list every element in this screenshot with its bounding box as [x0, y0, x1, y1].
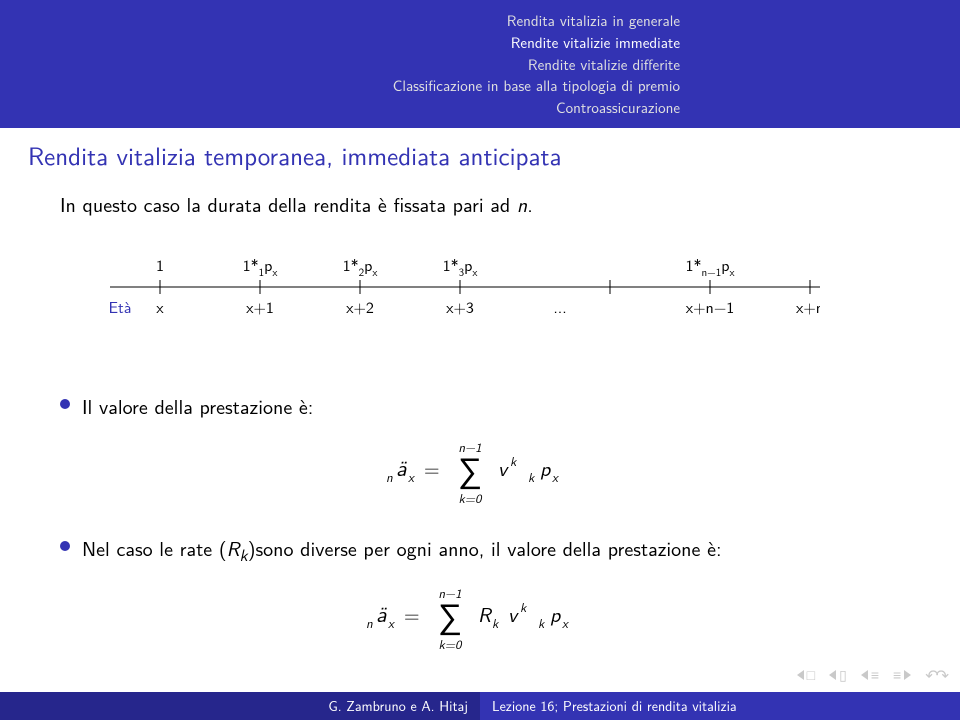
bullet-icon: [60, 541, 70, 551]
svg-text:x: x: [408, 468, 415, 487]
header-line-1[interactable]: Rendite vitalizie immediate: [393, 32, 680, 54]
triangle-left-icon: [861, 670, 868, 680]
svg-text:x: x: [388, 614, 395, 633]
triangle-left-icon: [797, 670, 804, 680]
header-line-3[interactable]: Classificazione in base alla tipologia d…: [393, 75, 680, 97]
circular-arrows-icon: ↶↷: [925, 663, 946, 686]
svg-text:1: 1: [156, 253, 164, 276]
nav-bars-icon: ≡: [871, 665, 879, 685]
nav-bars-icon: ≡: [893, 665, 901, 685]
header-nav: Rendita vitalizia in generale Rendite vi…: [393, 10, 680, 119]
svg-text:n: n: [366, 614, 373, 633]
formula-2-svg: näx = ∑n−1k=0Rkvkkpx: [350, 577, 610, 655]
intro-paragraph: In questo caso la durata della rendita è…: [60, 190, 900, 219]
svg-text:ä: ä: [376, 597, 387, 629]
bullet-2-rk: R: [227, 534, 240, 563]
header-line-2[interactable]: Rendite vitalizie differite: [393, 54, 680, 76]
bullet-2-rest: sono diverse per ogni anno, il valore de…: [255, 534, 721, 563]
svg-text:k=0: k=0: [439, 635, 463, 654]
svg-text:Età: Età: [108, 295, 131, 318]
nav-prev-frame[interactable]: ▯: [829, 665, 847, 685]
slide: Rendita vitalizia in generale Rendite vi…: [0, 0, 960, 720]
svg-text:k: k: [520, 598, 528, 617]
svg-text:k=0: k=0: [459, 489, 483, 508]
svg-text:k: k: [492, 614, 500, 633]
bullet-2: Nel caso le rate (Rk)sono diverse per og…: [60, 534, 900, 567]
svg-text:=: =: [424, 454, 440, 483]
svg-text:x+n−1: x+n−1: [686, 295, 735, 318]
nav-back-forward[interactable]: ↶↷: [925, 663, 946, 686]
svg-text:k: k: [538, 614, 546, 633]
svg-text:x: x: [156, 295, 164, 318]
svg-text:x+1: x+1: [246, 295, 274, 318]
svg-text:k: k: [528, 468, 536, 487]
beamer-navbar: □ ▯ ≡ ≡ ↶↷: [797, 663, 946, 686]
bullet-icon: [60, 399, 70, 409]
nav-frame-icon: ▯: [839, 665, 847, 685]
nav-box-icon: □: [807, 665, 815, 685]
svg-text:p: p: [540, 454, 552, 483]
svg-text:ä: ä: [396, 451, 407, 483]
svg-text:k: k: [510, 452, 518, 471]
nav-prev-slide[interactable]: □: [797, 665, 815, 685]
svg-text:...: ...: [553, 295, 566, 318]
svg-text:x+3: x+3: [446, 295, 474, 318]
svg-text:v: v: [498, 454, 509, 483]
timeline: Età 1 1*1px 1*2px 1*3px 1*n−1px x x+1 x+2 x+3... x…: [100, 241, 900, 356]
header-line-4[interactable]: Controassicurazione: [393, 97, 680, 119]
svg-text:x: x: [562, 614, 569, 633]
footer-author: G. Zambruno e A. Hitaj: [0, 692, 480, 720]
nav-next-subsection[interactable]: ≡: [893, 665, 911, 685]
triangle-right-icon: [904, 670, 911, 680]
svg-text:=: =: [404, 600, 420, 629]
nav-prev-subsection[interactable]: ≡: [861, 665, 879, 685]
triangle-left-icon: [829, 670, 836, 680]
slide-body: In questo caso la durata della rendita è…: [60, 190, 900, 680]
svg-text:n−1: n−1: [458, 438, 481, 457]
formula-2: näx = ∑n−1k=0Rkvkkpx: [60, 577, 900, 660]
footer: G. Zambruno e A. Hitaj Lezione 16; Prest…: [0, 692, 960, 720]
header-line-0[interactable]: Rendita vitalizia in generale: [393, 10, 680, 32]
svg-text:x+n: x+n: [796, 295, 820, 318]
bullet-2-rk-sub: k: [240, 543, 248, 567]
intro-suffix: .: [527, 190, 533, 219]
formula-1: näx = ∑n−1k=0vkkpx: [60, 431, 900, 514]
svg-text:1*2px: 1*2px: [343, 253, 379, 280]
svg-text:1*3px: 1*3px: [443, 253, 479, 280]
bullet-2-text: Nel caso le rate (Rk)sono diverse per og…: [82, 534, 722, 567]
svg-text:n: n: [386, 468, 393, 487]
svg-text:x+2: x+2: [346, 295, 374, 318]
bullet-1-text: Il valore della prestazione è:: [82, 392, 313, 421]
footer-title: Lezione 16; Prestazioni di rendita vital…: [480, 692, 960, 720]
svg-text:1*1px: 1*1px: [243, 253, 279, 280]
intro-prefix: In questo caso la durata della rendita è…: [60, 190, 517, 219]
svg-text:n−1: n−1: [438, 584, 461, 603]
bullet-2-prefix: Nel caso le rate (: [82, 534, 227, 563]
svg-text:1*n−1px: 1*n−1px: [685, 253, 735, 280]
slide-title: Rendita vitalizia temporanea, immediata …: [28, 136, 562, 173]
svg-text:R: R: [478, 600, 493, 629]
svg-text:p: p: [550, 600, 562, 629]
formula-1-svg: näx = ∑n−1k=0vkkpx: [370, 431, 590, 509]
bullet-1: Il valore della prestazione è:: [60, 392, 900, 421]
svg-text:x: x: [552, 468, 559, 487]
intro-var: n: [517, 190, 527, 219]
timeline-svg: Età 1 1*1px 1*2px 1*3px 1*n−1px x x+1 x+2 x+3... x…: [100, 241, 820, 351]
svg-text:v: v: [508, 600, 519, 629]
